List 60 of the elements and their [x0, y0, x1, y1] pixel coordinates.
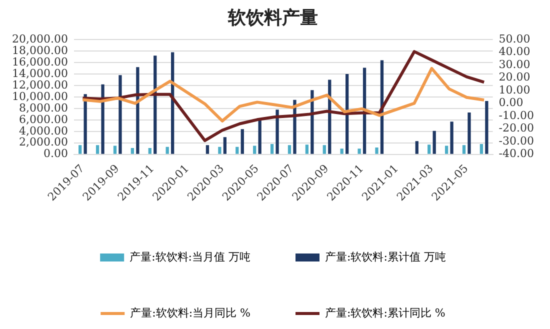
bar [288, 145, 292, 154]
y-tick-label: 14,000.00 [12, 66, 68, 80]
bar [223, 137, 226, 154]
bar [468, 112, 471, 154]
y2-tick-label: 0.00 [498, 96, 524, 110]
y-tick-label: 0.00 [43, 147, 68, 160]
bar [240, 129, 244, 154]
legend-label: 产量:软饮料:累计同比 % [325, 306, 446, 320]
bar [480, 144, 484, 154]
y2-tick-label: 50.00 [498, 32, 530, 46]
bar [253, 146, 256, 154]
bar [206, 145, 210, 154]
y2-tick-label: -30.00 [498, 134, 534, 148]
bar [428, 144, 431, 154]
legend-label: 产量:软饮料:累计值 万吨 [325, 250, 446, 264]
bar [322, 145, 326, 154]
y2-tick-label: 40.00 [498, 45, 530, 58]
y-tick-label: 8,000.00 [19, 101, 68, 114]
bar [270, 144, 274, 154]
y2-tick-label: 30.00 [498, 58, 530, 71]
bar [78, 145, 82, 154]
bar [130, 148, 134, 154]
bar [218, 146, 222, 154]
bar [375, 147, 378, 154]
bar [96, 145, 100, 154]
y2-tick-label: 20.00 [498, 70, 530, 84]
bar [444, 146, 448, 154]
bar [276, 110, 279, 154]
bar [450, 122, 454, 154]
bar [310, 90, 314, 154]
y-tick-label: 2,000.00 [19, 136, 68, 149]
y-tick-label: 18,000.00 [12, 44, 68, 57]
y-tick-label: 16,000.00 [12, 55, 68, 68]
bar [462, 145, 466, 154]
y-tick-label: 4,000.00 [19, 124, 68, 138]
legend-label: 产量:软饮料:当月值 万吨 [130, 250, 251, 264]
legend-label: 产量:软饮料:当月同比 % [130, 306, 251, 320]
y-tick-label: 12,000.00 [12, 78, 68, 92]
bar [432, 130, 436, 154]
y-tick-label: 10,000.00 [12, 90, 68, 103]
y2-tick-label: -20.00 [498, 122, 534, 135]
y2-tick-label: 10.00 [498, 83, 530, 96]
chart-title: 软饮料产量 [227, 7, 318, 28]
bar [148, 148, 152, 154]
bar [305, 144, 309, 154]
bar [346, 74, 349, 154]
bar [485, 100, 488, 154]
bar [236, 146, 239, 154]
bar [118, 75, 122, 154]
bar [415, 141, 418, 154]
y-tick-label: 20,000.00 [12, 32, 68, 46]
y-tick-label: 6,000.00 [19, 112, 68, 126]
bar [258, 120, 262, 154]
y2-tick-label: -40.00 [498, 147, 534, 160]
bar [166, 146, 169, 154]
bar [113, 146, 117, 154]
bar [340, 148, 344, 154]
bar [101, 84, 104, 154]
bar [358, 148, 361, 154]
y2-tick-label: -10.00 [498, 108, 534, 122]
